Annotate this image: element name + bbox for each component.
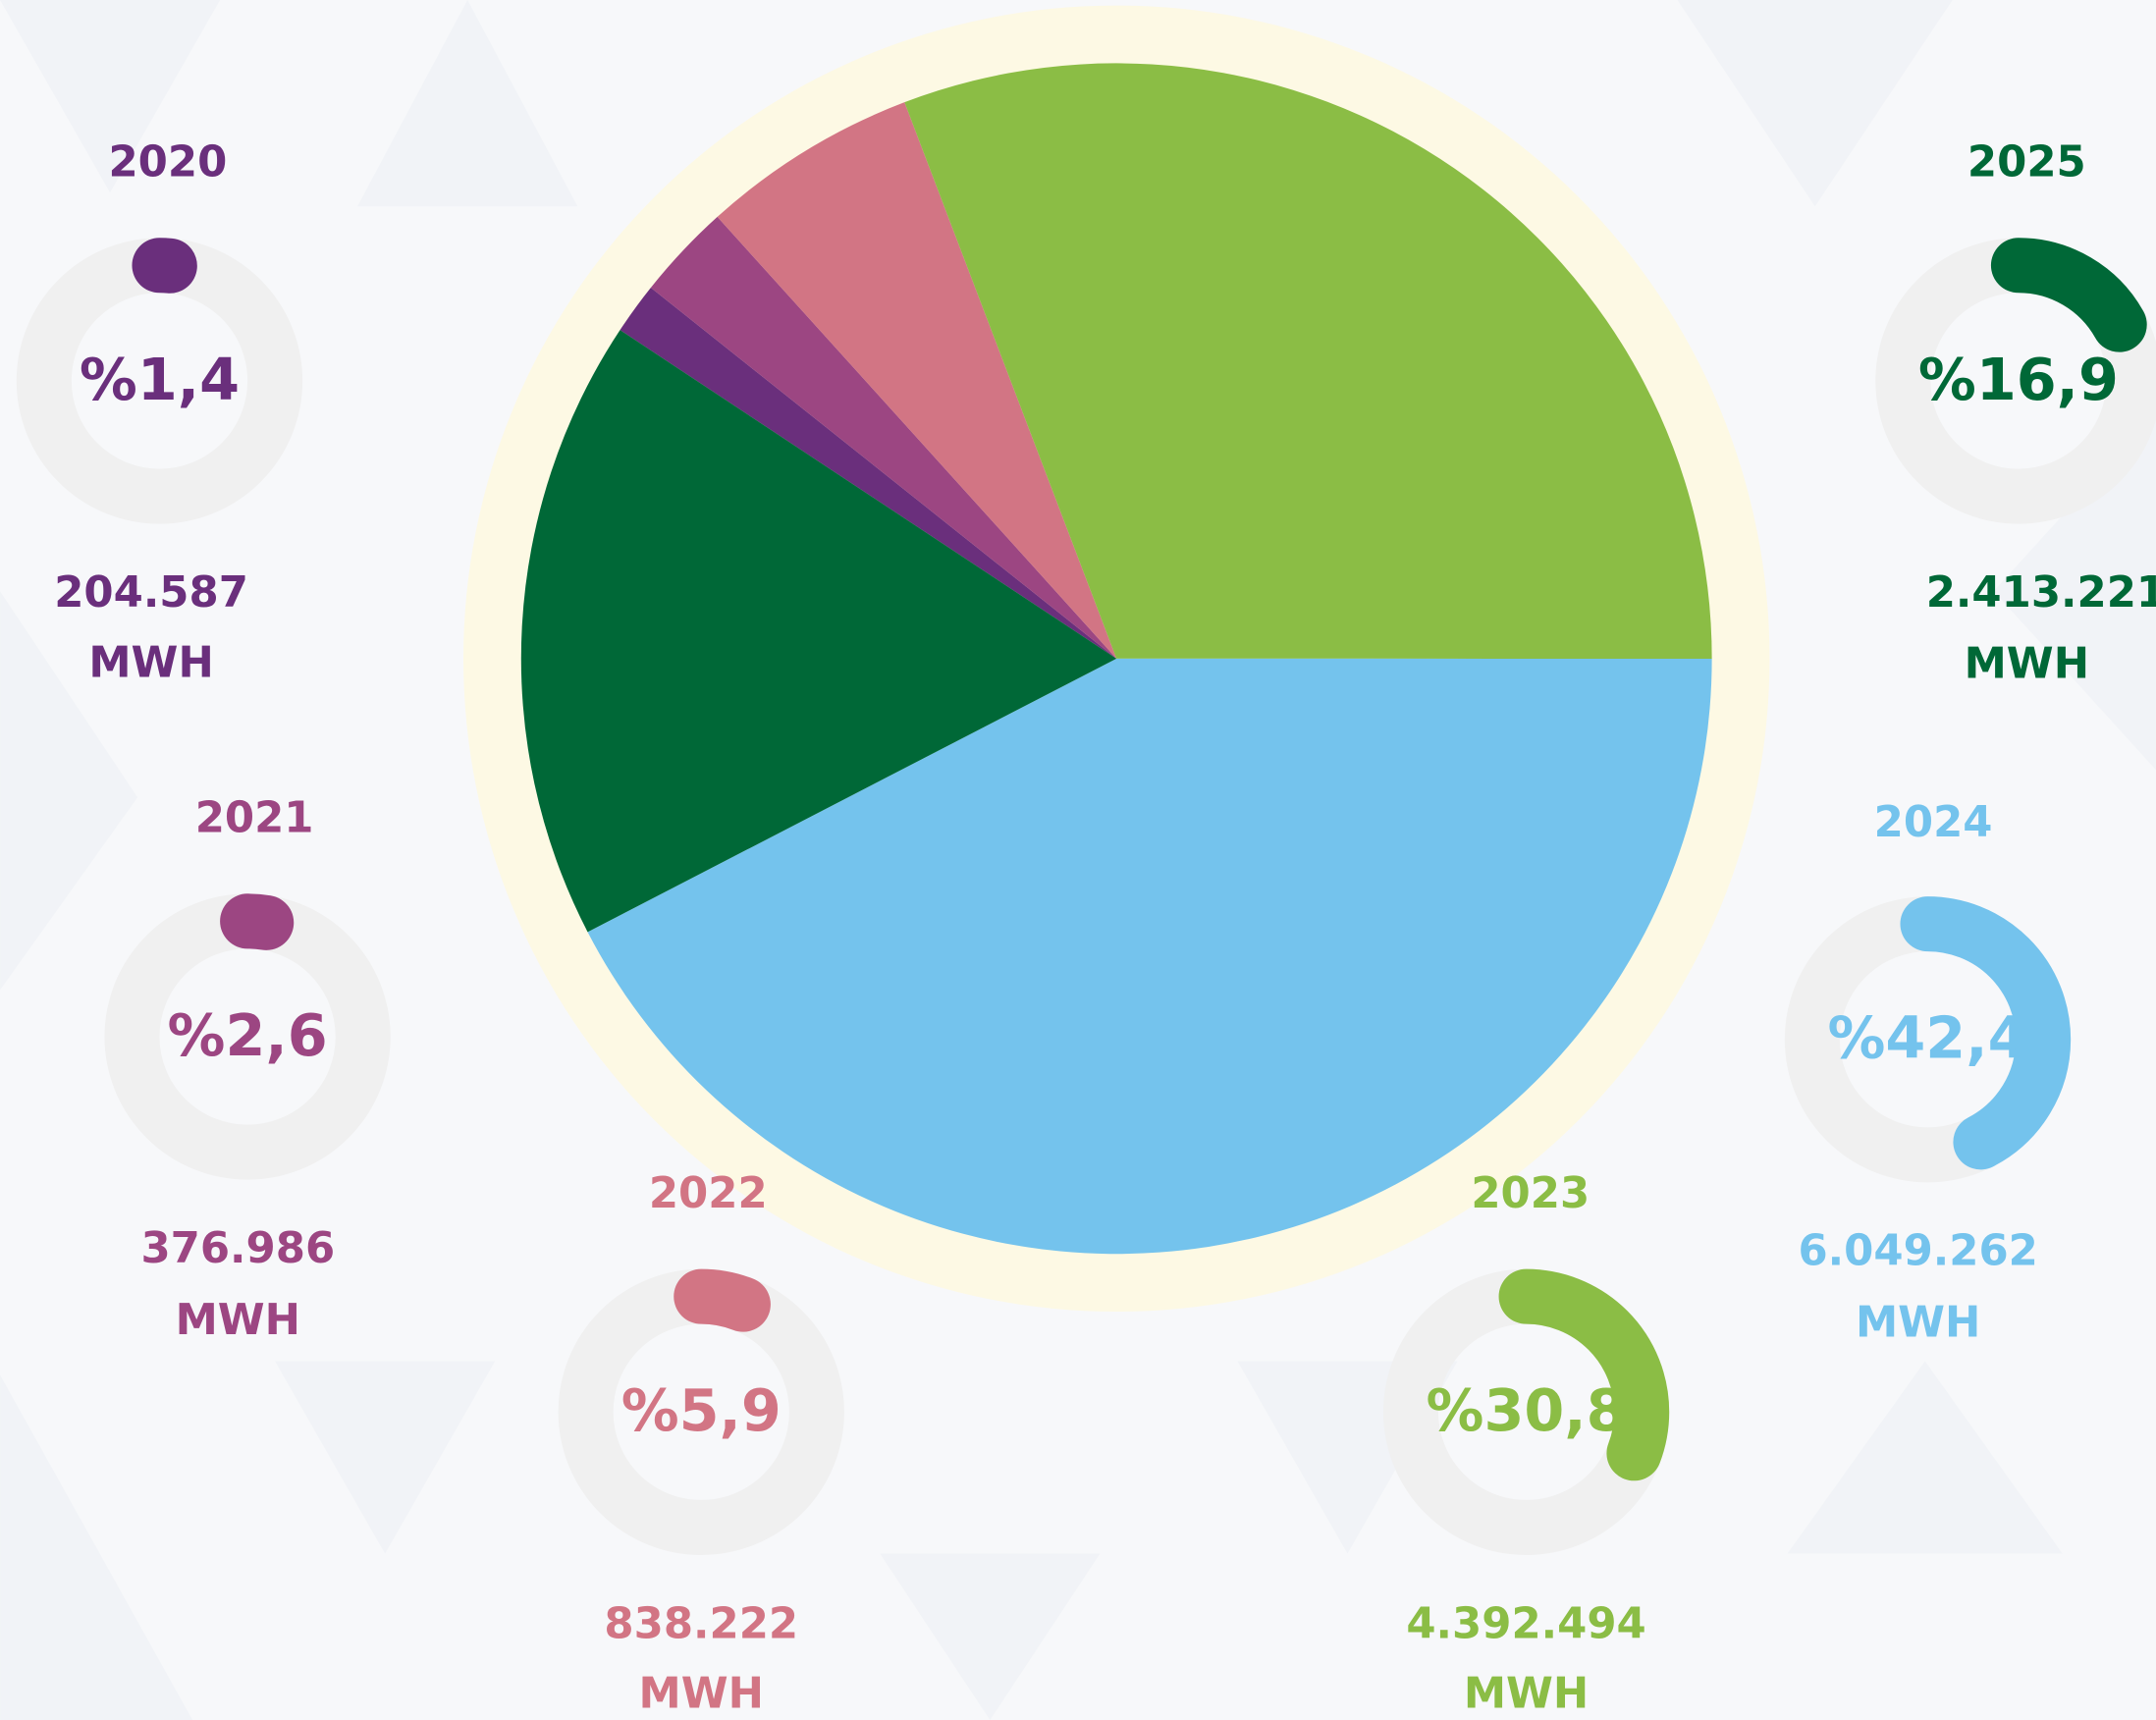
energy-value: 204.587 — [54, 568, 248, 618]
gauge-arc — [558, 1268, 844, 1555]
energy-unit: MWH — [1856, 1299, 1980, 1348]
pie-slice — [620, 288, 1117, 659]
gauge-percent: %2,6 — [168, 1001, 328, 1069]
energy-unit: MWH — [176, 1296, 300, 1345]
pie-slice — [587, 658, 1712, 1255]
gauge-percent: %5,9 — [621, 1376, 782, 1444]
gauge-arc — [1382, 1268, 1670, 1555]
year-label: 2024 — [1874, 798, 1993, 847]
gauge-percent: %1,4 — [80, 346, 240, 413]
energy-unit: MWH — [639, 1670, 764, 1719]
year-label: 2021 — [195, 794, 314, 843]
gauge-arc — [1875, 238, 2156, 524]
gauges: %1,4 2020 204.587 MWH %2,6 2021 376.986 MWH %5,9… — [16, 138, 2156, 1719]
pie-slice — [904, 63, 1712, 660]
energy-value: 376.986 — [140, 1224, 335, 1273]
gauge-percent: %16,9 — [1918, 346, 2119, 413]
gauge-arc — [104, 893, 391, 1180]
year-label: 2023 — [1471, 1169, 1590, 1218]
energy-unit: MWH — [88, 638, 213, 687]
gauge-arc — [1784, 896, 2072, 1183]
energy-value: 2.413.221 — [1926, 568, 2156, 618]
year-label: 2022 — [649, 1169, 768, 1218]
energy-value: 838.222 — [604, 1599, 798, 1648]
gauge-percent: %30,8 — [1427, 1376, 1627, 1444]
energy-value: 6.049.262 — [1798, 1227, 2037, 1276]
gauge-arc — [16, 238, 303, 524]
year-label: 2020 — [108, 138, 227, 188]
energy-unit: MWH — [1965, 640, 2089, 689]
energy-unit: MWH — [1464, 1670, 1589, 1719]
pie-slice — [520, 330, 1117, 933]
pie-slice — [650, 216, 1117, 659]
pie-slice — [717, 102, 1117, 659]
gauge-percent: %42,4 — [1827, 1004, 2027, 1072]
pie — [520, 63, 1712, 1255]
energy-value: 4.392.494 — [1406, 1599, 1645, 1648]
year-label: 2025 — [1967, 138, 2086, 188]
